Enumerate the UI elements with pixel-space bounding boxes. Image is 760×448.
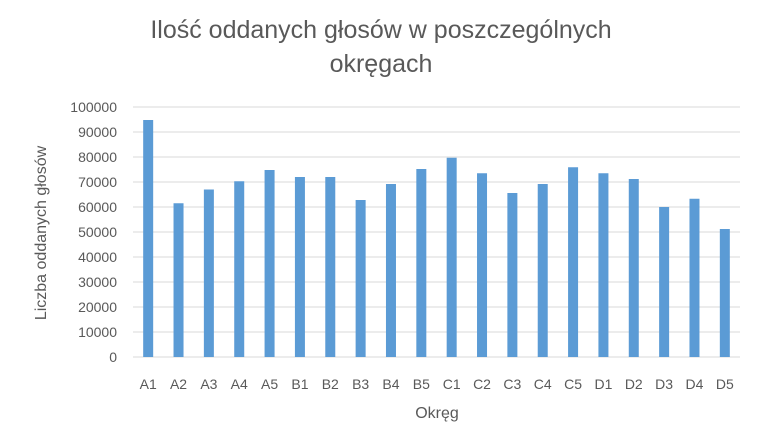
bars [143, 120, 730, 357]
x-tick-label: B3 [352, 376, 369, 392]
bar-b1 [294, 177, 305, 357]
x-tick-label: C3 [503, 376, 521, 392]
bar-c4 [537, 184, 548, 357]
x-tick-label: A1 [140, 376, 157, 392]
bar-a5 [264, 170, 275, 357]
x-tick-label: D2 [625, 376, 643, 392]
x-tick-label: C4 [534, 376, 552, 392]
gridlines [133, 106, 740, 358]
x-axis-title: Okręg [415, 405, 459, 422]
x-tick-label: D5 [716, 376, 734, 392]
bar-b3 [355, 200, 366, 357]
x-tick-label: B4 [382, 376, 399, 392]
y-tick-label: 90000 [78, 124, 117, 140]
bar-c3 [507, 193, 518, 357]
bar-d3 [659, 207, 670, 357]
bar-b2 [325, 177, 336, 357]
y-tick-label: 100000 [70, 99, 117, 115]
bar-d1 [598, 173, 609, 357]
y-tick-label: 20000 [78, 299, 117, 315]
x-tick-label: B1 [291, 376, 308, 392]
y-tick-labels: 0 10000 20000 30000 40000 50000 60000 70000 8000… [70, 99, 117, 365]
y-tick-label: 10000 [78, 324, 117, 340]
bar-c2 [477, 173, 488, 357]
x-tick-label: B2 [322, 376, 339, 392]
x-tick-label: C1 [443, 376, 461, 392]
x-tick-label: A5 [261, 376, 278, 392]
x-tick-label: D1 [594, 376, 612, 392]
x-tick-label: C5 [564, 376, 582, 392]
bar-d4 [689, 198, 700, 357]
x-tick-label: A2 [170, 376, 187, 392]
x-tick-label: B5 [413, 376, 430, 392]
bar-b4 [385, 184, 396, 357]
y-axis-title: Liczba oddanych głosów [33, 145, 50, 320]
x-tick-label: D4 [686, 376, 704, 392]
y-tick-label: 0 [109, 349, 117, 365]
x-tick-label: D3 [655, 376, 673, 392]
chart-title-line-1: Ilość oddanych głosów w poszczególnych [150, 16, 611, 44]
x-tick-labels: A1 A2 A3 A4 A5 B1 B2 B3 B4 B5 C1 C2 C3 C4 C5 D1 D2 D3 D4 D5 [140, 376, 734, 392]
chart-title-line-2: okręgach [330, 50, 433, 78]
bar-b5 [416, 169, 427, 357]
y-tick-label: 50000 [78, 224, 117, 240]
bar-a1 [143, 120, 154, 357]
y-tick-label: 30000 [78, 274, 117, 290]
bar-d5 [719, 229, 730, 357]
y-tick-label: 40000 [78, 249, 117, 265]
bar-a3 [203, 189, 214, 357]
x-tick-label: A4 [231, 376, 248, 392]
x-tick-label: A3 [200, 376, 217, 392]
bar-d2 [628, 179, 639, 357]
bar-c5 [568, 167, 579, 357]
x-tick-label: C2 [473, 376, 491, 392]
y-tick-label: 60000 [78, 199, 117, 215]
y-tick-label: 80000 [78, 149, 117, 165]
bar-a2 [173, 203, 184, 357]
y-tick-label: 70000 [78, 174, 117, 190]
bar-a4 [234, 181, 245, 357]
bar-c1 [446, 157, 457, 357]
